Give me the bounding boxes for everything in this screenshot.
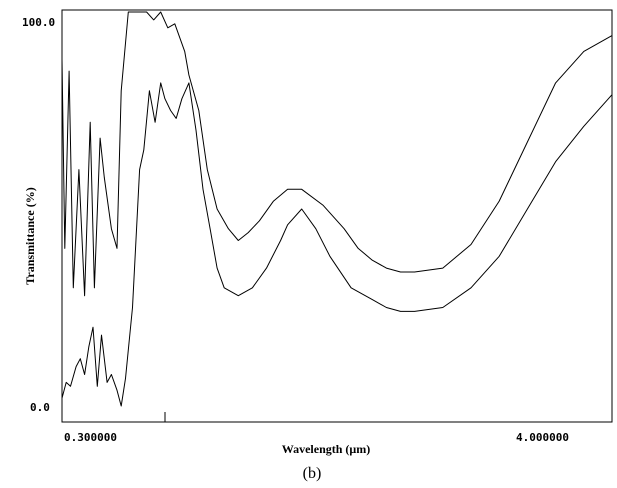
x-tick-label-left: 0.300000	[64, 431, 117, 444]
y-tick-label-bottom: 0.0	[30, 401, 50, 414]
y-tick-label-top: 100.0	[22, 16, 55, 29]
y-axis-title: Transmittance (%)	[23, 187, 37, 284]
x-axis-title: Wavelength (μm)	[282, 442, 370, 456]
figure-caption: (b)	[303, 465, 322, 482]
plot-frame	[61, 9, 613, 423]
series-line-2	[61, 82, 613, 407]
x-tick-label-right: 4.000000	[516, 431, 569, 444]
curves-layer	[61, 11, 613, 407]
series-line-1	[61, 11, 613, 297]
